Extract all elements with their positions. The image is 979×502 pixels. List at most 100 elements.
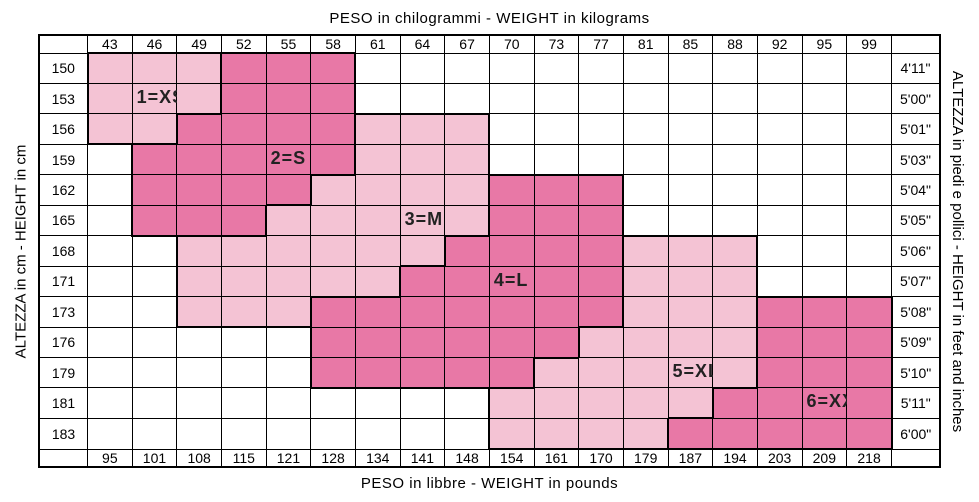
size-cell (713, 114, 758, 144)
size-cell (311, 297, 356, 327)
size-cell (579, 358, 624, 388)
size-cell (757, 388, 802, 418)
size-cell (355, 175, 400, 205)
height-ft-label: 5'05" (892, 205, 940, 235)
size-cell: 2=S (266, 144, 311, 174)
size-cell (266, 297, 311, 327)
height-ft-label: 5'04" (892, 175, 940, 205)
size-cell (266, 358, 311, 388)
size-cell (668, 205, 713, 235)
size-cell (400, 297, 445, 327)
size-cell (266, 205, 311, 235)
zone-label-2: 2=S (271, 148, 307, 169)
weight-kg-header: 85 (668, 36, 713, 54)
size-cell (802, 297, 847, 327)
size-cell (579, 114, 624, 144)
size-cell (88, 83, 133, 113)
weight-kg-header: 46 (132, 36, 177, 54)
size-cell (713, 83, 758, 113)
grid-area: 4346495255586164677073778185889295991504… (38, 34, 941, 468)
size-cell (668, 266, 713, 296)
size-cell (623, 418, 668, 449)
size-cell (177, 205, 222, 235)
size-cell (623, 236, 668, 266)
size-cell (847, 205, 892, 235)
size-cell (400, 53, 445, 83)
weight-lb-header: 101 (132, 449, 177, 467)
size-cell (802, 53, 847, 83)
weight-lb-header: 141 (400, 449, 445, 467)
height-cm-label: 156 (40, 114, 88, 144)
weight-lb-header: 115 (221, 449, 266, 467)
size-cell (534, 418, 579, 449)
size-cell (668, 327, 713, 357)
size-cell (177, 266, 222, 296)
size-cell (221, 114, 266, 144)
size-cell (579, 327, 624, 357)
size-cell (221, 266, 266, 296)
size-cell (802, 236, 847, 266)
height-ft-label: 5'11" (892, 388, 940, 418)
weight-kg-header: 77 (579, 36, 624, 54)
weight-kg-header: 99 (847, 36, 892, 54)
size-cell (400, 236, 445, 266)
size-cell (311, 175, 356, 205)
size-cell (489, 236, 534, 266)
size-cell (266, 114, 311, 144)
size-cell (534, 83, 579, 113)
height-cm-label: 153 (40, 83, 88, 113)
size-cell (311, 327, 356, 357)
size-cell (221, 388, 266, 418)
size-cell (847, 358, 892, 388)
weight-kg-header: 55 (266, 36, 311, 54)
size-cell: 4=L (489, 266, 534, 296)
size-cell (266, 388, 311, 418)
size-cell (757, 266, 802, 296)
size-cell (221, 83, 266, 113)
size-cell (579, 53, 624, 83)
size-cell (132, 205, 177, 235)
weight-kg-header: 58 (311, 36, 356, 54)
size-cell (88, 114, 133, 144)
size-cell (445, 418, 490, 449)
size-cell (177, 114, 222, 144)
size-cell (757, 236, 802, 266)
size-cell (757, 297, 802, 327)
height-ft-label: 5'03" (892, 144, 940, 174)
size-cell (802, 418, 847, 449)
size-cell (668, 83, 713, 113)
size-cell (623, 358, 668, 388)
size-cell (355, 266, 400, 296)
size-cell (579, 266, 624, 296)
size-cell (489, 388, 534, 418)
size-cell (579, 388, 624, 418)
size-cell (177, 236, 222, 266)
size-cell (847, 236, 892, 266)
size-cell (489, 358, 534, 388)
size-cell (489, 144, 534, 174)
height-ft-label: 5'06" (892, 236, 940, 266)
weight-kg-header: 52 (221, 36, 266, 54)
size-cell (757, 53, 802, 83)
size-cell (132, 175, 177, 205)
size-cell (221, 205, 266, 235)
size-cell (534, 358, 579, 388)
size-cell (445, 358, 490, 388)
size-cell (311, 266, 356, 296)
size-cell (177, 53, 222, 83)
weight-lb-header: 170 (579, 449, 624, 467)
size-cell (757, 114, 802, 144)
size-cell (623, 53, 668, 83)
size-cell (400, 388, 445, 418)
size-cell (534, 236, 579, 266)
size-cell (355, 53, 400, 83)
size-cell (579, 205, 624, 235)
size-cell (132, 388, 177, 418)
size-cell (579, 144, 624, 174)
weight-lb-header: 128 (311, 449, 356, 467)
size-cell (266, 83, 311, 113)
size-cell (802, 83, 847, 113)
size-cell (802, 327, 847, 357)
size-cell (445, 144, 490, 174)
weight-lb-header: 187 (668, 449, 713, 467)
